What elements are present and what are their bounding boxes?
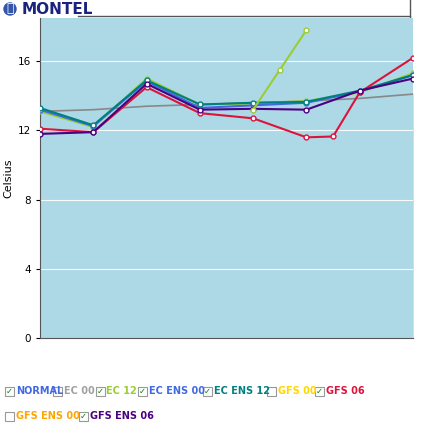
Text: ✓: ✓ (139, 387, 146, 396)
Bar (5, 412, 14, 421)
Text: MONTEL: MONTEL (22, 1, 93, 17)
Bar (203, 387, 212, 396)
Text: GFS 00: GFS 00 (278, 386, 317, 396)
Text: EC ENS 00: EC ENS 00 (149, 386, 205, 396)
Bar (315, 387, 324, 396)
Text: EC 12: EC 12 (107, 386, 137, 396)
Text: 🌡: 🌡 (6, 3, 14, 16)
Bar (79, 412, 88, 421)
Y-axis label: Celsius: Celsius (3, 158, 14, 198)
Bar (138, 387, 147, 396)
Text: EC ENS 12: EC ENS 12 (214, 386, 269, 396)
Text: ✓: ✓ (80, 412, 87, 421)
Text: ✓: ✓ (6, 387, 13, 396)
Circle shape (4, 3, 16, 15)
Text: GFS 06: GFS 06 (326, 386, 365, 396)
Bar (96, 387, 104, 396)
Bar (5, 387, 14, 396)
Text: NORMAL: NORMAL (16, 386, 63, 396)
Text: ✓: ✓ (316, 387, 323, 396)
Text: GFS ENS 06: GFS ENS 06 (90, 411, 154, 421)
Bar (267, 387, 276, 396)
Text: GFS ENS 00: GFS ENS 00 (16, 411, 80, 421)
Text: EC 00: EC 00 (64, 386, 95, 396)
Bar (53, 387, 62, 396)
Text: ✓: ✓ (96, 387, 104, 396)
Text: ✓: ✓ (203, 387, 211, 396)
